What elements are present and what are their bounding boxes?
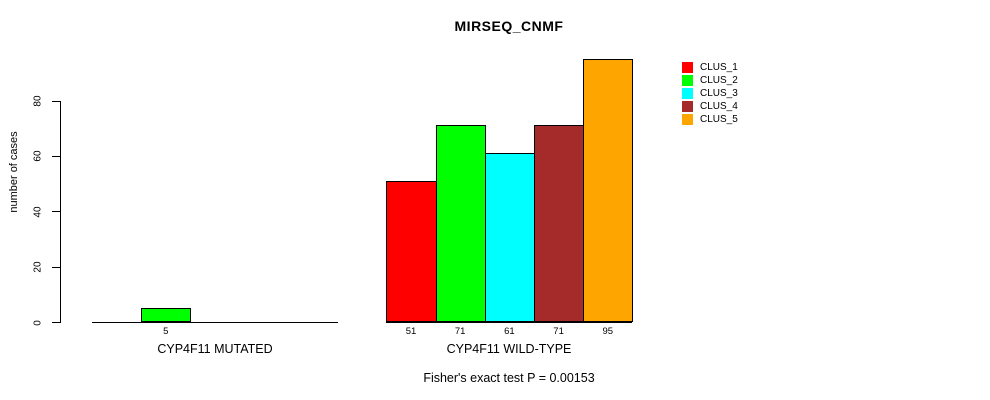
bar-value-label: 71	[553, 326, 564, 337]
y-tick	[52, 100, 60, 102]
group-baseline	[92, 322, 338, 323]
legend-item-clus_5: CLUS_5	[682, 113, 738, 125]
bar-clus_3	[484, 153, 535, 322]
y-tick-label: 80	[32, 95, 44, 107]
legend-swatch-clus_5	[682, 113, 693, 125]
y-tick-label: 60	[32, 150, 44, 162]
y-axis-label: number of cases	[8, 131, 20, 213]
y-axis-line	[60, 100, 61, 323]
bar-value-label: 51	[405, 326, 417, 337]
y-tick-label: 40	[32, 206, 44, 218]
y-tick	[52, 155, 60, 157]
bar-value-label: 71	[454, 326, 466, 337]
y-tick	[52, 211, 60, 213]
bar-clus_4	[534, 125, 585, 322]
fisher-test-caption: Fisher's exact test P = 0.00153	[423, 371, 595, 385]
group-baseline	[386, 322, 633, 323]
legend-label: CLUS_1	[700, 61, 738, 73]
legend-label: CLUS_3	[700, 87, 738, 99]
y-tick-label: 0	[32, 319, 44, 326]
bar-value-label: 95	[602, 326, 614, 337]
legend-item-clus_4: CLUS_4	[682, 100, 738, 112]
legend-swatch-clus_1	[682, 61, 693, 73]
bar-clus_2	[435, 125, 486, 322]
legend-label: CLUS_4	[700, 100, 738, 112]
group-label-wildtype: CYP4F11 WILD-TYPE	[446, 342, 572, 356]
legend-label: CLUS_5	[700, 113, 738, 125]
y-tick	[52, 266, 60, 268]
legend-label: CLUS_2	[700, 74, 738, 86]
bar-value-label: 5	[163, 326, 169, 337]
legend-swatch-clus_4	[682, 100, 693, 112]
bar-value-label: 61	[504, 326, 515, 337]
legend-item-clus_2: CLUS_2	[682, 74, 738, 86]
group-label-mutated: CYP4F11 MUTATED	[157, 342, 273, 356]
legend-swatch-clus_3	[682, 87, 693, 99]
legend-item-clus_1: CLUS_1	[682, 61, 738, 73]
legend-item-clus_3: CLUS_3	[682, 87, 738, 99]
y-tick	[52, 322, 60, 323]
bar-clus_1	[386, 180, 437, 322]
chart-title: MIRSEQ_CNMF	[454, 18, 564, 34]
legend-swatch-clus_2	[682, 74, 693, 86]
bar-clus_5	[583, 59, 634, 322]
y-tick-label: 20	[32, 261, 44, 273]
bar-clus_2	[141, 308, 192, 322]
